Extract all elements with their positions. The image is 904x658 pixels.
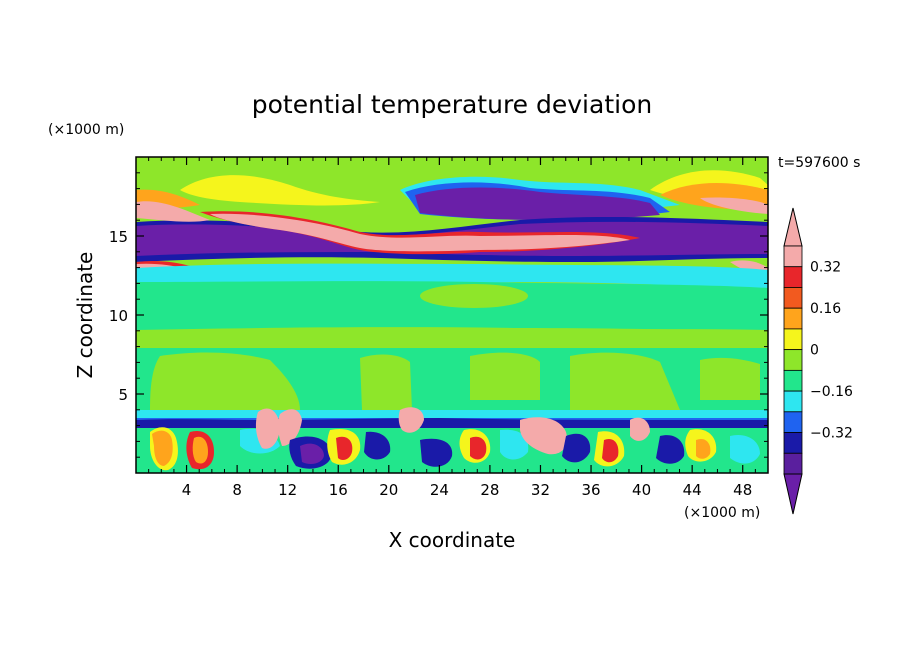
y-tick-label: 5: [118, 386, 128, 404]
colorbar-label: 0: [810, 343, 819, 359]
colorbar-segment: [783, 411, 803, 433]
colorbar-label: 0.16: [810, 301, 841, 317]
colorbar-segment: [783, 452, 803, 475]
x-unit-label: (×1000 m): [684, 505, 760, 521]
colorbar-segment: [783, 349, 803, 371]
time-label: t=597600 s: [778, 155, 860, 171]
x-tick-label: 8: [232, 481, 242, 499]
colorbar-segment: [783, 369, 803, 392]
colorbar-label: 0.32: [810, 260, 841, 276]
colorbar-segment: [783, 266, 803, 288]
x-tick-label: 16: [329, 481, 348, 499]
x-axis: 4 8 12 16 20 24 28 32 36 40 44 48: [148, 157, 756, 499]
colorbar-label: −0.32: [810, 426, 853, 442]
x-tick-label: 12: [278, 481, 297, 499]
colorbar-segment: [783, 245, 803, 268]
x-axis-label: X coordinate: [389, 528, 516, 552]
x-tick-label: 40: [632, 481, 651, 499]
colorbar-label: −0.16: [810, 384, 853, 400]
x-tick-label: 28: [480, 481, 499, 499]
colorbar: 0.32 0.16 0 −0.16 −0.32: [783, 207, 853, 515]
x-tick-label: 20: [379, 481, 398, 499]
x-tick-label: 48: [733, 481, 752, 499]
x-tick-label: 24: [430, 481, 449, 499]
x-tick-label: 4: [182, 481, 192, 499]
x-tick-label: 44: [683, 481, 702, 499]
colorbar-segment: [783, 390, 803, 413]
colorbar-under-arrow: [783, 473, 803, 515]
heatmap-field: [136, 157, 768, 473]
y-axis: 5 10 15: [109, 172, 768, 458]
x-tick-label: 32: [531, 481, 550, 499]
y-tick-label: 15: [109, 228, 128, 246]
x-tick-label: 36: [581, 481, 600, 499]
colorbar-segment: [783, 307, 803, 330]
colorbar-segment: [783, 432, 803, 454]
colorbar-segment: [783, 287, 803, 309]
colorbar-over-arrow: [783, 207, 803, 247]
y-unit-label: (×1000 m): [48, 122, 124, 138]
colorbar-segment: [783, 328, 803, 351]
y-tick-label: 10: [109, 307, 128, 325]
y-axis-label: Z coordinate: [73, 252, 97, 379]
chart-title: potential temperature deviation: [252, 90, 652, 119]
